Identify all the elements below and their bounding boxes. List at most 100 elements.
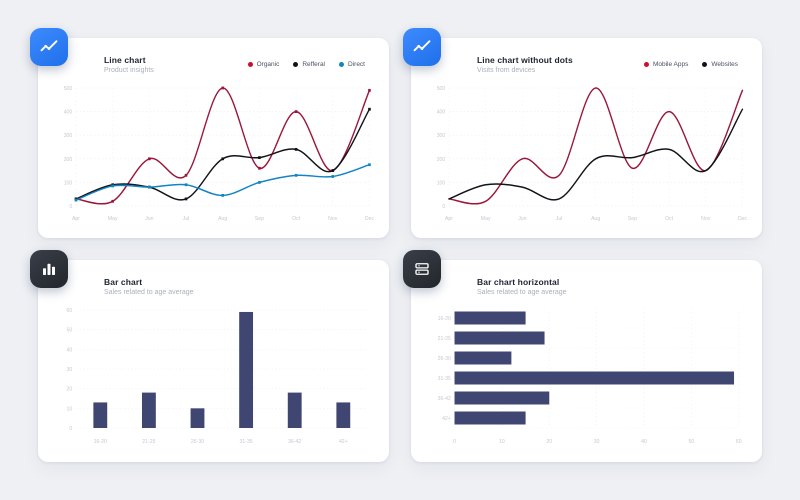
axis-tick-label: 500 <box>64 86 73 92</box>
card-titles: Line chart Product insights <box>104 55 154 74</box>
card-title: Line chart without dots <box>477 54 573 65</box>
axis-tick-label: Nov <box>328 216 337 222</box>
axis-tick-label: Jun <box>518 216 526 222</box>
axis-tick-label: 100 <box>437 180 446 186</box>
bar[interactable] <box>287 392 302 428</box>
axis-tick-label: 10 <box>67 406 73 412</box>
legend-dot-websites <box>702 61 708 67</box>
axis-tick-label: 31-35 <box>438 376 451 382</box>
card-header: Line chart Product insights Organic Reff… <box>52 38 375 80</box>
axis-tick-label: 36-42 <box>438 396 451 402</box>
bar[interactable] <box>190 408 205 428</box>
axis-tick-label: 40 <box>641 439 647 445</box>
series-marker <box>148 185 151 189</box>
axis-tick-label: 100 <box>64 180 73 186</box>
axis-tick-label: Aug <box>591 216 600 222</box>
card-line-chart-without-dots: Line chart without dots Visits from devi… <box>403 28 762 238</box>
legend-item-websites[interactable]: Websites <box>702 61 738 68</box>
chart-legend: Organic Refferal Direct <box>247 60 369 68</box>
line-chart-plot: 0 100 200 300 400 500 Apr May Jun Jul Aug Sep Oct Nov… <box>52 80 375 228</box>
axis-tick-label: 31-35 <box>240 439 253 445</box>
line-chart-icon <box>30 28 68 66</box>
axis-tick-label: Sep <box>628 216 637 222</box>
card-title: Bar chart horizontal <box>477 276 560 287</box>
legend-item-mobile-apps[interactable]: Mobile Apps <box>643 60 689 68</box>
axis-tick-label: 500 <box>437 86 446 92</box>
card-titles: Line chart without dots Visits from devi… <box>477 55 573 74</box>
bar[interactable] <box>454 311 526 325</box>
axis-tick-label: 42+ <box>339 439 348 445</box>
axis-tick-label: 20 <box>67 387 73 393</box>
axis-tick-label: Oct <box>665 216 674 222</box>
axis-tick-label: 10 <box>499 439 505 445</box>
series-marker <box>331 169 335 172</box>
axis-tick-label: 40 <box>67 347 73 353</box>
bar[interactable] <box>239 311 254 428</box>
axis-tick-label: 16-20 <box>94 439 107 445</box>
axis-tick-label: Jun <box>145 216 153 222</box>
axis-tick-label: 400 <box>437 109 446 115</box>
series-marker <box>258 181 261 184</box>
bar[interactable] <box>454 411 526 425</box>
series-marker <box>368 88 371 92</box>
axis-tick-label: Apr <box>72 216 80 222</box>
card-header: Bar chart horizontal Sales related to ag… <box>425 260 748 302</box>
axis-tick-label: 26-30 <box>191 439 204 445</box>
axis-tick-label: 200 <box>437 157 446 163</box>
axis-tick-label: May <box>108 216 118 222</box>
axis-tick-label: Aug <box>218 216 227 222</box>
card-bar-chart: Bar chart Sales related to age average 0… <box>30 250 389 462</box>
legend-dot-mobile-apps <box>643 61 649 67</box>
bar[interactable] <box>454 331 545 345</box>
line-chart-icon <box>403 28 441 66</box>
axis-tick-label: 60 <box>67 308 73 314</box>
axis-tick-label: Apr <box>445 216 453 222</box>
axis-tick-label: 30 <box>67 367 73 373</box>
dashboard-row-top: Line chart Product insights Organic Reff… <box>30 28 762 238</box>
series-marker <box>294 173 298 177</box>
axis-tick-label: May <box>481 216 491 222</box>
axis-tick-label: 0 <box>69 426 72 432</box>
bar[interactable] <box>336 402 351 428</box>
axis-tick-label: 20 <box>546 439 552 445</box>
bar[interactable] <box>141 392 156 428</box>
legend-item-direct[interactable]: Direct <box>339 61 365 68</box>
bar[interactable] <box>454 371 735 385</box>
series-line-organic <box>75 87 371 205</box>
axis-tick-label: 0 <box>442 204 445 210</box>
axis-tick-label: 42+ <box>442 416 451 422</box>
card-titles: Bar chart Sales related to age average <box>104 277 194 296</box>
card-header: Bar chart Sales related to age average <box>52 260 375 302</box>
axis-tick-label: 21-25 <box>142 439 155 445</box>
legend-dot-direct <box>339 61 345 67</box>
axis-tick-label: 36-42 <box>288 439 301 445</box>
series-marker <box>221 157 225 161</box>
axis-tick-label: 26-30 <box>438 356 451 362</box>
bar[interactable] <box>454 351 512 365</box>
card-subtitle: Sales related to age average <box>104 288 194 296</box>
bar[interactable] <box>454 391 550 405</box>
axis-tick-label: 400 <box>64 109 73 115</box>
axis-tick-label: 30 <box>594 439 600 445</box>
card-titles: Bar chart horizontal Sales related to ag… <box>477 277 567 296</box>
axis-tick-label: Dec <box>365 216 374 222</box>
legend-label-mobile-apps: Mobile Apps <box>652 60 689 68</box>
legend-label-refferal: Refferal <box>302 60 326 68</box>
series-marker <box>331 175 335 178</box>
legend-dot-organic <box>247 61 253 67</box>
card-subtitle: Product insights <box>104 66 154 74</box>
card-subtitle: Visits from devices <box>477 66 536 74</box>
series-marker <box>111 199 114 203</box>
series-marker <box>74 198 78 202</box>
axis-tick-label: Oct <box>292 216 301 222</box>
legend-item-refferal[interactable]: Refferal <box>293 61 325 68</box>
series-line-websites <box>448 108 744 201</box>
bar[interactable] <box>93 402 108 428</box>
legend-label-organic: Organic <box>256 60 280 68</box>
legend-item-organic[interactable]: Organic <box>247 60 280 68</box>
series-marker <box>221 193 225 197</box>
axis-tick-label: 50 <box>67 328 73 334</box>
series-marker <box>184 183 188 187</box>
axis-tick-label: 0 <box>453 439 456 445</box>
